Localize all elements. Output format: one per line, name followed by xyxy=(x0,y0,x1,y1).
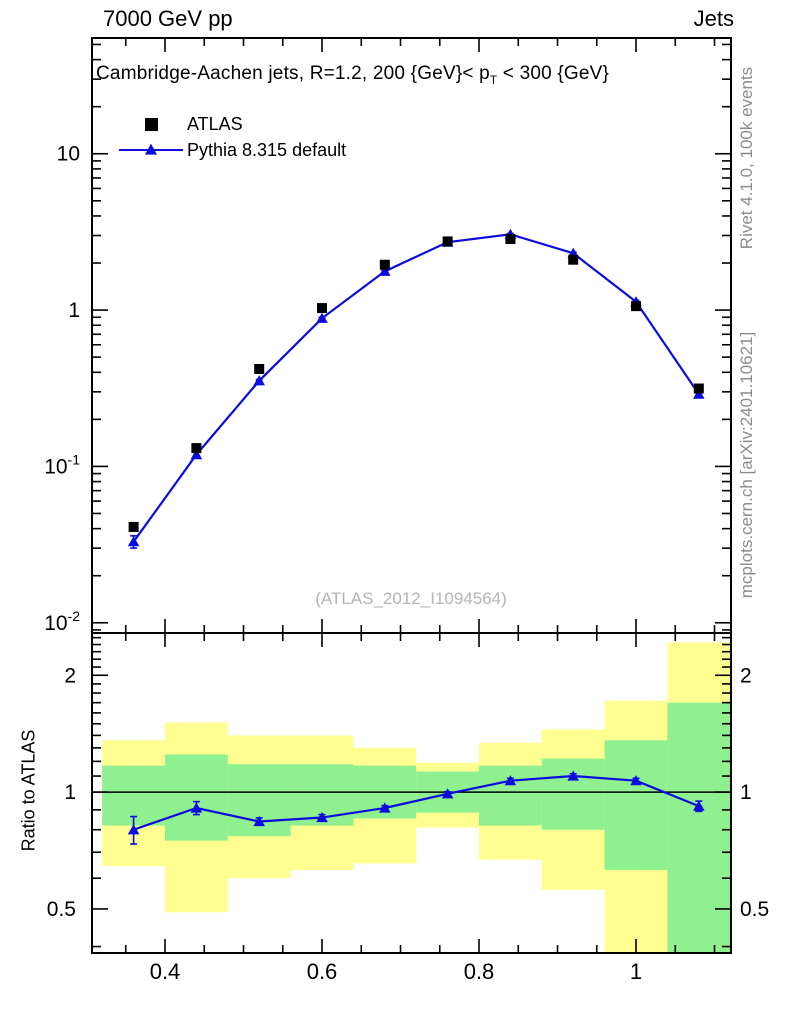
ratio-y-tick-label-right: 2 xyxy=(740,664,752,687)
ratio-y-tick-label-left: 2 xyxy=(64,664,76,687)
ratio-y-tick-label-right: 1 xyxy=(740,781,752,804)
triangle-marker xyxy=(253,375,266,386)
axis-tick-labels: 10 1 10-1 10-2 2 2 1 1 0.5 0.5 0.4 0.6 0.8 1 xyxy=(44,143,769,984)
band-inner-bin xyxy=(541,758,605,830)
ratio-y-tick-label-right: 0.5 xyxy=(740,898,769,921)
main-y-tick-label: 1 xyxy=(68,299,80,322)
atlas-square-marker-icon xyxy=(144,117,158,131)
legend-label-atlas: ATLAS xyxy=(187,113,243,134)
band-inner-bin xyxy=(102,765,166,826)
x-tick-label: 0.4 xyxy=(150,959,181,984)
triangle-marker xyxy=(379,802,391,813)
x-tick-label: 0.8 xyxy=(464,959,495,984)
band-inner-bin xyxy=(479,765,542,826)
atlas-square-marker xyxy=(631,301,642,312)
atlas-square-marker xyxy=(254,363,265,374)
x-tick-label: 0.6 xyxy=(307,959,338,984)
ratio-curve xyxy=(133,774,700,831)
ratio-axis-title: Ratio to ATLAS xyxy=(18,729,39,852)
mcplots-arxiv-note: mcplots.cern.ch [arXiv:2401.10621] xyxy=(737,331,756,599)
legend-item-atlas: ATLAS xyxy=(118,111,346,137)
atlas-square-marker xyxy=(191,443,202,454)
triangle-marker xyxy=(504,775,517,786)
pythia-line-marker-icon xyxy=(119,143,183,155)
atlas-square-marker xyxy=(505,233,516,244)
triangle-marker xyxy=(441,788,454,799)
pythia-curve xyxy=(132,233,700,543)
ratio-y-tick-label-left: 1 xyxy=(64,781,76,804)
main-y-tick-label: 10-1 xyxy=(44,451,80,478)
series-pythia xyxy=(127,228,705,549)
atlas-square-marker xyxy=(128,521,139,532)
triangle-marker xyxy=(253,815,266,827)
triangle-marker xyxy=(127,824,140,835)
atlas-square-marker xyxy=(379,259,390,270)
atlas-square-marker xyxy=(442,236,453,247)
ratio-series xyxy=(127,770,705,845)
triangle-marker xyxy=(693,800,705,811)
beam-energy-label: 7000 GeV pp xyxy=(103,6,233,31)
series-atlas xyxy=(128,233,704,532)
plot-title: Cambridge-Aachen jets, R=1.2, 200 {GeV}<… xyxy=(96,63,610,87)
main-y-tick-label: 10 xyxy=(57,143,80,166)
x-tick-label: 1 xyxy=(630,959,642,984)
pt-subscript: T xyxy=(489,73,498,87)
analysis-group-label: Jets xyxy=(693,6,734,31)
main-y-tick-label: 10-2 xyxy=(44,608,80,635)
band-inner-bin xyxy=(165,754,228,841)
axis-ticks xyxy=(92,38,731,953)
legend-label-pythia: Pythia 8.315 default xyxy=(187,139,347,160)
band-inner-bin xyxy=(604,740,668,870)
atlas-square-marker xyxy=(317,303,328,314)
triangle-marker xyxy=(190,802,203,813)
rivet-version-note: Rivet 4.1.0, 100k events xyxy=(737,66,756,250)
triangle-marker xyxy=(127,536,140,547)
triangle-marker xyxy=(316,312,328,323)
band-inner-bin xyxy=(667,702,731,953)
ratio-bands xyxy=(102,642,731,953)
legend-item-pythia: Pythia 8.315 default xyxy=(118,137,346,163)
ratio-y-tick-label-left: 0.5 xyxy=(47,898,76,921)
triangle-marker xyxy=(567,770,580,781)
ratio-panel-frame xyxy=(91,632,732,954)
triangle-marker xyxy=(316,811,328,823)
triangle-marker xyxy=(190,449,203,460)
analysis-id-watermark: (ATLAS_2012_I1094564) xyxy=(315,589,507,608)
triangle-marker xyxy=(630,775,642,786)
pythia-triangle-marker-icon xyxy=(145,143,157,155)
triangle-marker xyxy=(693,388,705,399)
atlas-square-marker xyxy=(693,383,704,394)
atlas-square-marker xyxy=(568,254,579,265)
legend: ATLAS Pythia 8.315 default xyxy=(118,111,346,163)
triangle-marker xyxy=(379,265,391,276)
